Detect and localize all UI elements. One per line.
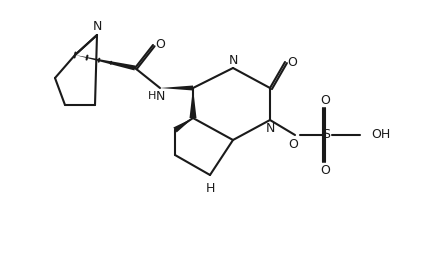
Text: N: N — [92, 21, 102, 34]
Text: H: H — [148, 91, 156, 101]
Polygon shape — [173, 118, 193, 133]
Text: O: O — [320, 164, 330, 177]
Polygon shape — [190, 88, 196, 118]
Text: OH: OH — [371, 129, 390, 141]
Text: N: N — [265, 121, 275, 135]
Text: O: O — [287, 56, 297, 69]
Text: H: H — [205, 183, 215, 196]
Text: N: N — [155, 89, 165, 103]
Text: O: O — [155, 39, 165, 52]
Text: S: S — [322, 129, 330, 141]
Polygon shape — [160, 86, 193, 90]
Text: O: O — [288, 137, 298, 151]
Text: O: O — [320, 93, 330, 106]
Text: N: N — [228, 54, 238, 67]
Polygon shape — [75, 55, 135, 70]
